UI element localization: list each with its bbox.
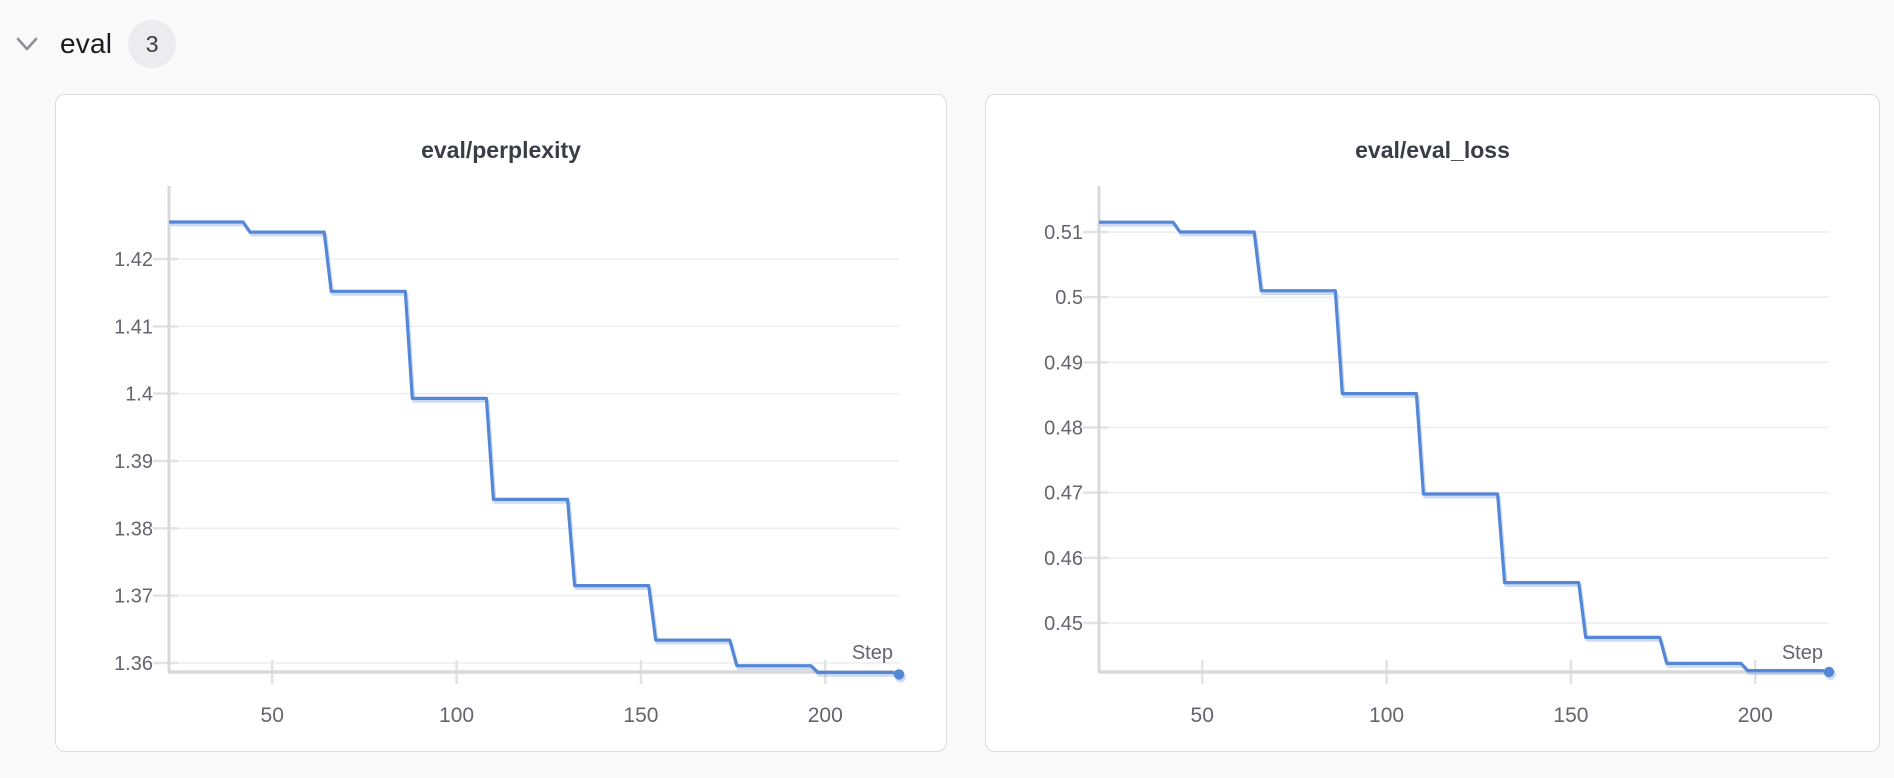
section-count-badge: 3	[128, 20, 177, 68]
x-tick-label: 50	[1191, 704, 1214, 727]
y-tick-label: 0.46	[1044, 548, 1083, 570]
chart-panel-eval-loss[interactable]: eval/eval_loss 0.51 0.5 0.49 0.48 0.47 0.46 0.…	[985, 94, 1880, 752]
eval-loss-line-chart[interactable]: 0.51 0.5 0.49 0.48 0.47 0.46 0.45 50 100 150 200 St…	[986, 95, 1881, 753]
x-tick-label: 50	[261, 704, 284, 727]
x-tick-label: 100	[439, 704, 474, 727]
y-tick-label: 1.37	[114, 586, 153, 608]
y-tick-label: 0.49	[1044, 352, 1083, 374]
section-header-eval[interactable]: eval 3	[14, 18, 177, 70]
y-tick-label: 0.45	[1044, 613, 1083, 635]
y-tick-label: 1.4	[125, 384, 153, 406]
chevron-down-icon[interactable]	[14, 31, 40, 57]
y-tick-label: 1.42	[114, 249, 153, 271]
x-tick-label: 150	[1553, 704, 1588, 727]
x-axis-label: Step	[1782, 642, 1823, 664]
chart-title: eval/perplexity	[421, 137, 581, 163]
end-point-dot	[893, 669, 905, 680]
y-tick-label: 1.36	[114, 653, 153, 675]
y-tick-label: 1.41	[114, 316, 153, 338]
y-tick-label: 1.39	[114, 451, 153, 473]
x-tick-label: 150	[623, 704, 658, 727]
perplexity-line-chart[interactable]: 1.42 1.41 1.4 1.39 1.38 1.37 1.36 50 100 150 200 St…	[56, 95, 948, 753]
series-line	[169, 220, 900, 676]
y-tick-label: 1.38	[114, 518, 153, 540]
x-tick-label: 100	[1369, 704, 1404, 727]
x-tick-label: 200	[808, 704, 843, 727]
y-tick-label: 0.47	[1044, 483, 1083, 505]
series-line-shadow	[170, 223, 901, 679]
series-line	[1099, 220, 1830, 674]
series-line-shadow	[1100, 223, 1831, 677]
y-tick-label: 0.51	[1044, 222, 1083, 244]
end-point-dot	[1823, 666, 1835, 678]
x-axis-label: Step	[852, 642, 893, 664]
chart-panel-perplexity[interactable]: eval/perplexity 1.42 1.41 1.4 1.39 1.38 1.37 1…	[55, 94, 947, 752]
chart-title: eval/eval_loss	[1355, 137, 1510, 163]
section-label: eval	[60, 28, 113, 59]
x-tick-label: 200	[1738, 704, 1773, 727]
y-tick-label: 0.48	[1044, 418, 1083, 440]
y-tick-label: 0.5	[1055, 287, 1083, 309]
